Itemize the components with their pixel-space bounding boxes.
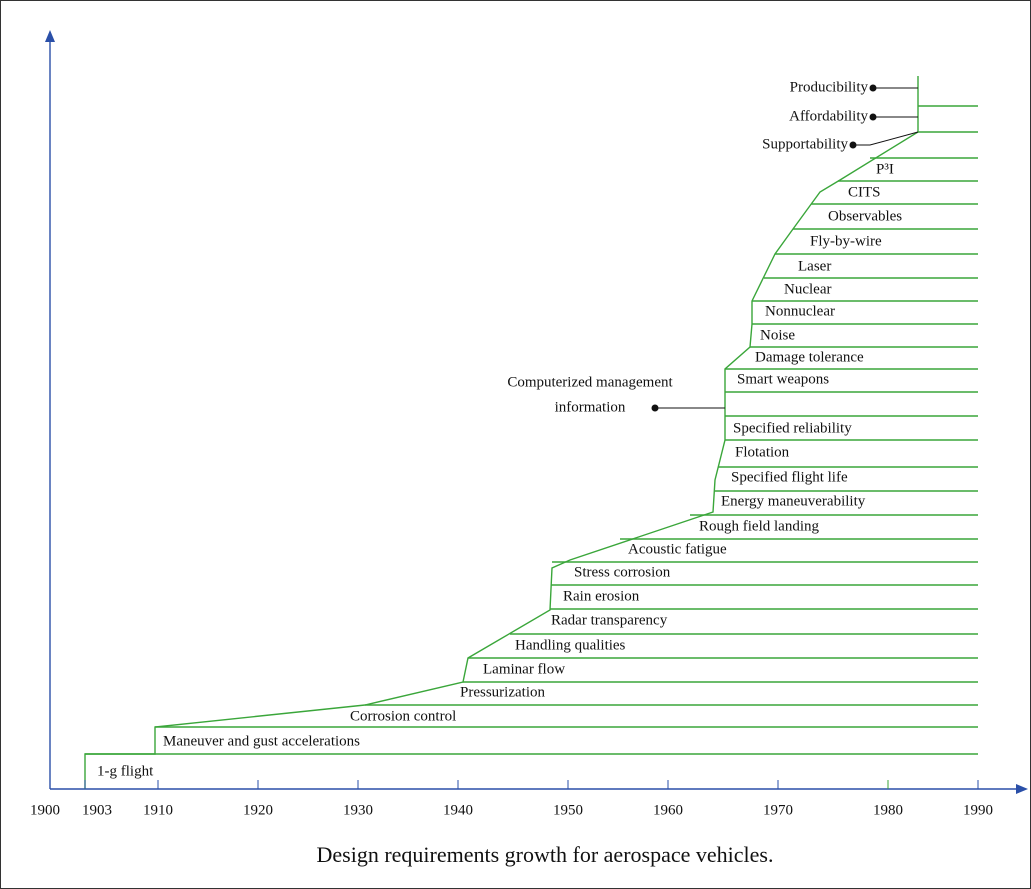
tick-label: 1980 [873,802,903,818]
requirement-label: Energy maneuverability [721,493,866,509]
tick-label: 1970 [763,802,793,818]
requirement-label: Flotation [735,444,790,460]
requirement-label: Nonnuclear [765,303,835,319]
tick-label: 1960 [653,802,683,818]
tick-label: 1900 [30,802,60,818]
requirement-label: Noise [760,327,795,343]
requirement-label: Handling qualities [515,637,626,653]
requirement-label: Observables [828,208,902,224]
requirement-label: CITS [848,184,881,200]
requirement-label: Specified flight life [731,469,848,485]
x-arrow [1016,784,1028,794]
callout-text: information [555,399,626,415]
tick-label: 1990 [963,802,993,818]
leader [853,131,919,146]
tick-label: 1920 [243,802,273,818]
requirement-label: Damage tolerance [755,349,864,365]
tick-label: 1950 [553,802,583,818]
requirement-label: Acoustic fatigue [628,541,727,557]
requirement-label: Smart weapons [737,371,829,387]
growth-curve [84,76,919,789]
requirement-label: Nuclear [784,281,831,297]
requirement-label: Pressurization [460,684,545,700]
requirement-label: Fly-by-wire [810,233,882,249]
callout-text: Affordability [789,108,868,124]
requirement-label: 1-g flight [97,763,154,779]
y-arrow [45,30,55,42]
caption: Design requirements growth for aerospace… [317,842,774,867]
tick-label: 1903 [82,802,112,818]
requirement-label: Specified reliability [733,420,852,436]
tick-label: 1940 [443,802,473,818]
requirement-label: Laminar flow [483,661,565,677]
requirement-label: Radar transparency [551,612,668,628]
callout-text: Producibility [790,79,869,95]
requirement-label: P³I [876,161,894,177]
callout-text: Computerized management [507,374,673,390]
requirement-label: Rain erosion [563,588,640,604]
callout-text: Supportability [762,136,848,152]
tick-label: 1930 [343,802,373,818]
requirement-label: Corrosion control [350,708,456,724]
requirement-label: Rough field landing [699,518,819,534]
requirement-label: Stress corrosion [574,564,671,580]
requirement-label: Maneuver and gust accelerations [163,733,360,749]
requirement-label: Laser [798,258,831,274]
tick-label: 1910 [143,802,173,818]
